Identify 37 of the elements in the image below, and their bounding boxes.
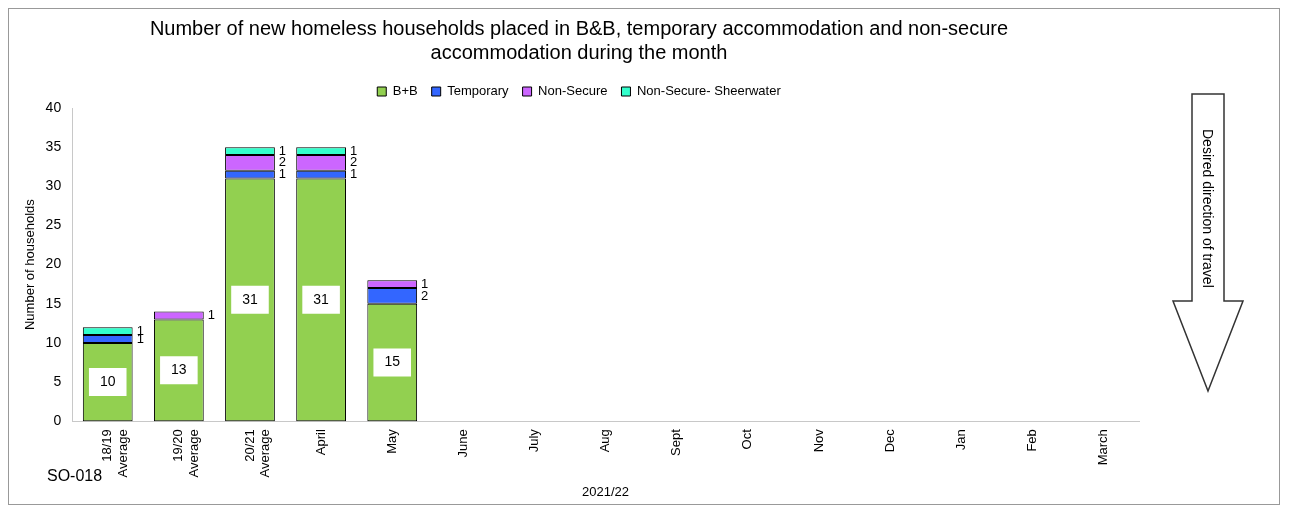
data-label: 10 bbox=[99, 372, 116, 389]
data-label: 15 bbox=[384, 353, 401, 370]
x-tick-label: May bbox=[383, 428, 399, 454]
y-tick-label: 20 bbox=[45, 255, 62, 272]
y-tick-label: 10 bbox=[45, 333, 62, 350]
y-tick-label: 30 bbox=[45, 177, 62, 194]
x-tick-label: Dec bbox=[881, 428, 897, 453]
y-tick-label: 5 bbox=[53, 372, 62, 389]
legend-label: Non-Secure bbox=[538, 83, 608, 99]
data-label: 31 bbox=[242, 290, 258, 307]
x-tick-label: July bbox=[526, 428, 542, 453]
legend-label: Temporary bbox=[447, 83, 510, 99]
x-tick-label: Sept bbox=[668, 428, 684, 456]
data-label: 13 bbox=[171, 361, 187, 378]
y-tick-label: 35 bbox=[45, 138, 62, 155]
legend-label: B+B bbox=[392, 83, 418, 99]
x-tick-label: June bbox=[454, 429, 470, 458]
y-tick-label: 0 bbox=[53, 412, 62, 429]
x-tick-label: Feb bbox=[1023, 429, 1039, 452]
text: Desired direction of travel bbox=[1199, 129, 1217, 288]
y-axis-title: Number of households bbox=[22, 198, 38, 331]
y-tick-label: 15 bbox=[45, 294, 62, 311]
x-tick-label: Jan bbox=[952, 429, 968, 451]
chart-title: Number of new homeless households placed in B&B, temporary accommodation and non-secure accommodation during the month bbox=[149, 16, 1009, 63]
x-tick-label: April bbox=[312, 429, 328, 456]
y-tick-label: 40 bbox=[45, 98, 62, 115]
legend-label: Non-Secure- Sheerwater bbox=[636, 83, 782, 99]
y-tick-label: 25 bbox=[45, 216, 62, 233]
x-tick-label: Nov bbox=[810, 428, 826, 453]
x-tick-label: Oct bbox=[739, 428, 755, 450]
x-tick-label: 19/20 Average bbox=[170, 429, 202, 478]
x-tick-label: 20/21 Average bbox=[241, 429, 273, 478]
x-tick-label: March bbox=[1095, 429, 1111, 466]
data-label: 1 bbox=[207, 307, 215, 323]
data-label: 31 bbox=[313, 290, 330, 307]
x-tick-label: Aug bbox=[597, 429, 613, 453]
x-axis-title: 2021/22 bbox=[582, 483, 630, 499]
